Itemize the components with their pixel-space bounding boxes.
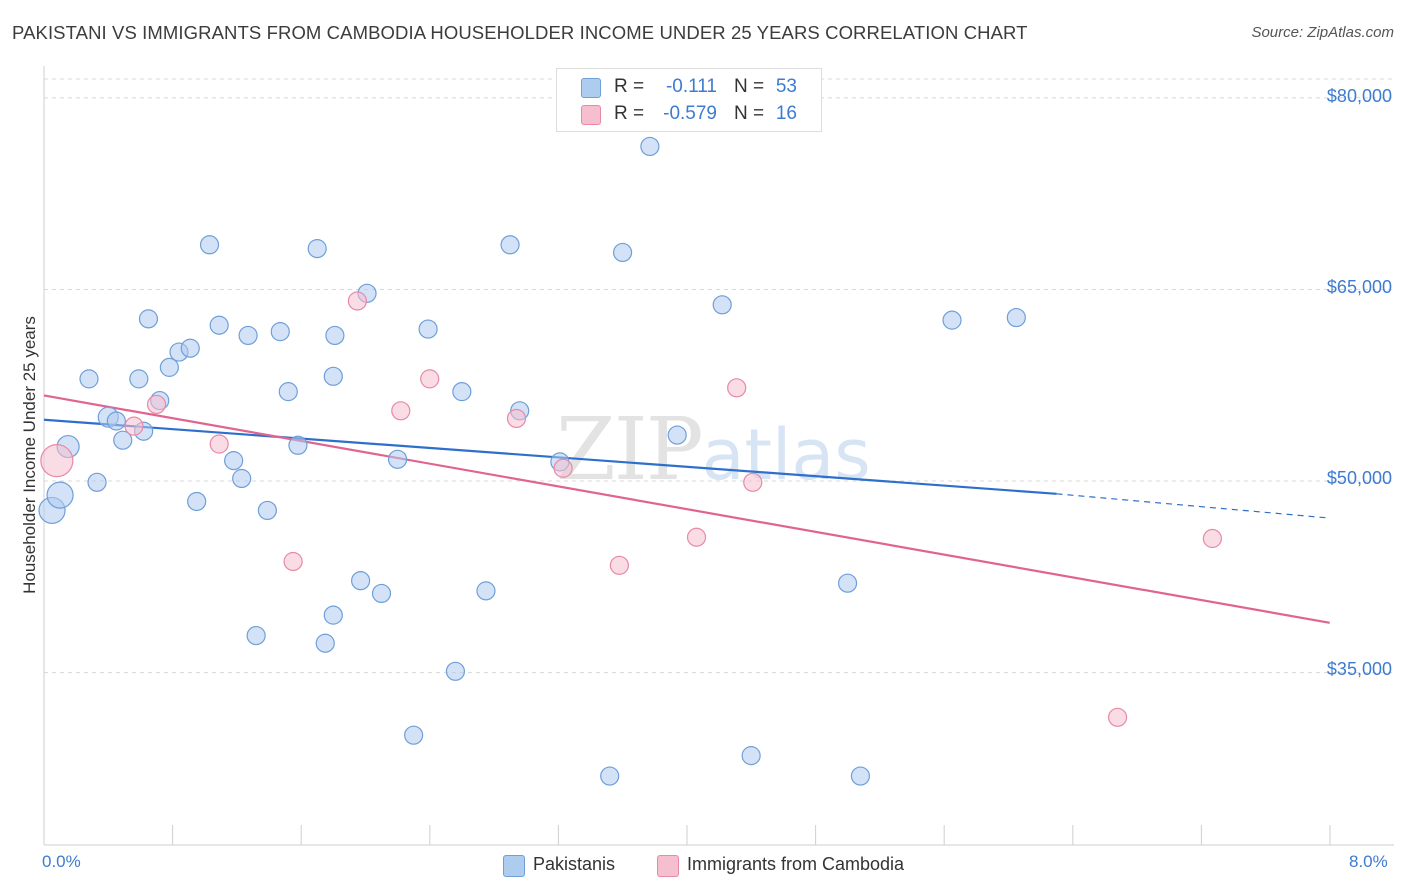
x-tick-label-min: 0.0% xyxy=(42,852,81,871)
cambodia-point xyxy=(609,555,629,575)
stats-row-pakistanis: R = -0.111 N = 53 xyxy=(557,73,821,101)
pakistani-point xyxy=(180,338,200,358)
r-value: -0.111 xyxy=(665,76,717,97)
pakistani-point xyxy=(404,725,424,745)
r-label: R = xyxy=(614,103,645,124)
pakistani-point xyxy=(159,357,179,377)
r-value: -0.579 xyxy=(663,103,717,124)
pakistani-point xyxy=(238,325,258,346)
data-points xyxy=(38,136,1222,786)
cambodia-trend-line xyxy=(43,394,1330,624)
watermark-atlas: atlas xyxy=(701,414,871,496)
axes xyxy=(43,66,1394,846)
pakistani-point xyxy=(445,661,466,681)
stats-row-cambodia: R = -0.579 N = 16 xyxy=(557,100,821,128)
cambodia-point xyxy=(553,458,573,478)
pakistani-point xyxy=(288,435,308,455)
pakistani-point xyxy=(476,581,496,601)
series-legend: Pakistanis Immigrants from Cambodia xyxy=(0,851,1406,879)
pakistani-point xyxy=(270,322,290,342)
n-label: N = xyxy=(734,103,765,124)
cambodia-point xyxy=(124,416,144,436)
r-label: R = xyxy=(614,76,645,97)
pakistani-point xyxy=(942,310,962,330)
pakistani-point xyxy=(667,425,687,445)
legend-label: Pakistanis xyxy=(533,854,616,874)
pakistani-point xyxy=(1006,307,1026,328)
pakistani-point xyxy=(500,235,520,255)
cambodia-point xyxy=(146,394,167,415)
pakistani-point xyxy=(87,472,107,492)
pakistani-point xyxy=(387,449,408,469)
cambodia-point xyxy=(420,369,440,389)
pakistani-point xyxy=(246,625,266,646)
pakistani-point xyxy=(371,583,392,604)
grid-lines xyxy=(44,78,1394,674)
pakistani-point xyxy=(278,382,298,402)
pakistani-point xyxy=(106,411,126,431)
cambodia-point xyxy=(391,401,411,421)
pakistani-point xyxy=(741,746,761,766)
pakistani-point xyxy=(257,500,277,521)
pakistani-point xyxy=(600,766,620,786)
legend-swatch-pink xyxy=(581,105,601,125)
cambodia-point xyxy=(209,434,229,454)
cambodia-point xyxy=(1202,528,1222,549)
pakistani-point xyxy=(138,309,159,329)
cambodia-point xyxy=(347,291,367,311)
y-tick-label: $65,000 xyxy=(1326,277,1392,297)
legend-label: Immigrants from Cambodia xyxy=(687,854,905,874)
watermark: ZIPatlas xyxy=(556,400,871,500)
pakistani-point xyxy=(129,369,149,389)
n-value: 16 xyxy=(775,103,797,124)
pakistani-point xyxy=(113,430,133,450)
pakistani-point xyxy=(323,605,343,625)
pakistani-point xyxy=(452,382,472,402)
pakistani-point xyxy=(612,242,633,263)
cambodia-point xyxy=(1107,707,1128,727)
legend-swatch-pink xyxy=(657,855,679,877)
cambodia-point xyxy=(283,551,303,572)
pakistani-point xyxy=(837,573,858,593)
stats-legend: R = -0.111 N = 53 R = -0.579 N = 16 xyxy=(556,68,822,132)
pakistani-point xyxy=(351,571,371,591)
n-value: 53 xyxy=(775,76,797,97)
chart-title: PAKISTANI VS IMMIGRANTS FROM CAMBODIA HO… xyxy=(12,22,1028,43)
pakistani-point xyxy=(79,369,99,389)
cambodia-point xyxy=(506,408,527,429)
pakistani-point xyxy=(640,136,660,157)
pakistani-point xyxy=(325,325,345,346)
pakistani-point xyxy=(199,235,220,255)
pakistani-point xyxy=(850,766,871,786)
y-tick-label: $35,000 xyxy=(1326,659,1392,679)
cambodia-point xyxy=(727,378,747,398)
y-tick-label: $50,000 xyxy=(1326,468,1392,488)
cambodia-point xyxy=(40,444,74,478)
pakistani-point xyxy=(315,633,335,653)
legend-swatch-blue xyxy=(581,78,601,98)
trend-lines xyxy=(43,394,1330,624)
pakistani-point xyxy=(209,315,229,335)
legend-swatch-blue xyxy=(503,855,525,877)
pakistani-point xyxy=(712,295,732,315)
pakistani-trend-line xyxy=(43,418,1057,495)
watermark-zip: ZIP xyxy=(556,400,704,500)
y-axis-label: Householder Income Under 25 years xyxy=(20,316,39,594)
pakistani-point xyxy=(232,468,252,489)
pakistani-point xyxy=(418,319,438,339)
pakistani-point xyxy=(224,451,244,471)
cambodia-point xyxy=(743,472,763,492)
n-label: N = xyxy=(734,76,765,97)
pakistani-point xyxy=(307,239,327,259)
y-tick-label: $80,000 xyxy=(1326,86,1392,106)
source-credit: Source: ZipAtlas.com xyxy=(1251,24,1394,41)
pakistani-point xyxy=(323,366,343,386)
x-tick-label-max: 8.0% xyxy=(1349,852,1388,871)
pakistani-point xyxy=(187,491,207,512)
cambodia-point xyxy=(686,527,707,547)
pakistani-point xyxy=(46,481,74,509)
pakistani-trend-extension xyxy=(1056,493,1330,519)
